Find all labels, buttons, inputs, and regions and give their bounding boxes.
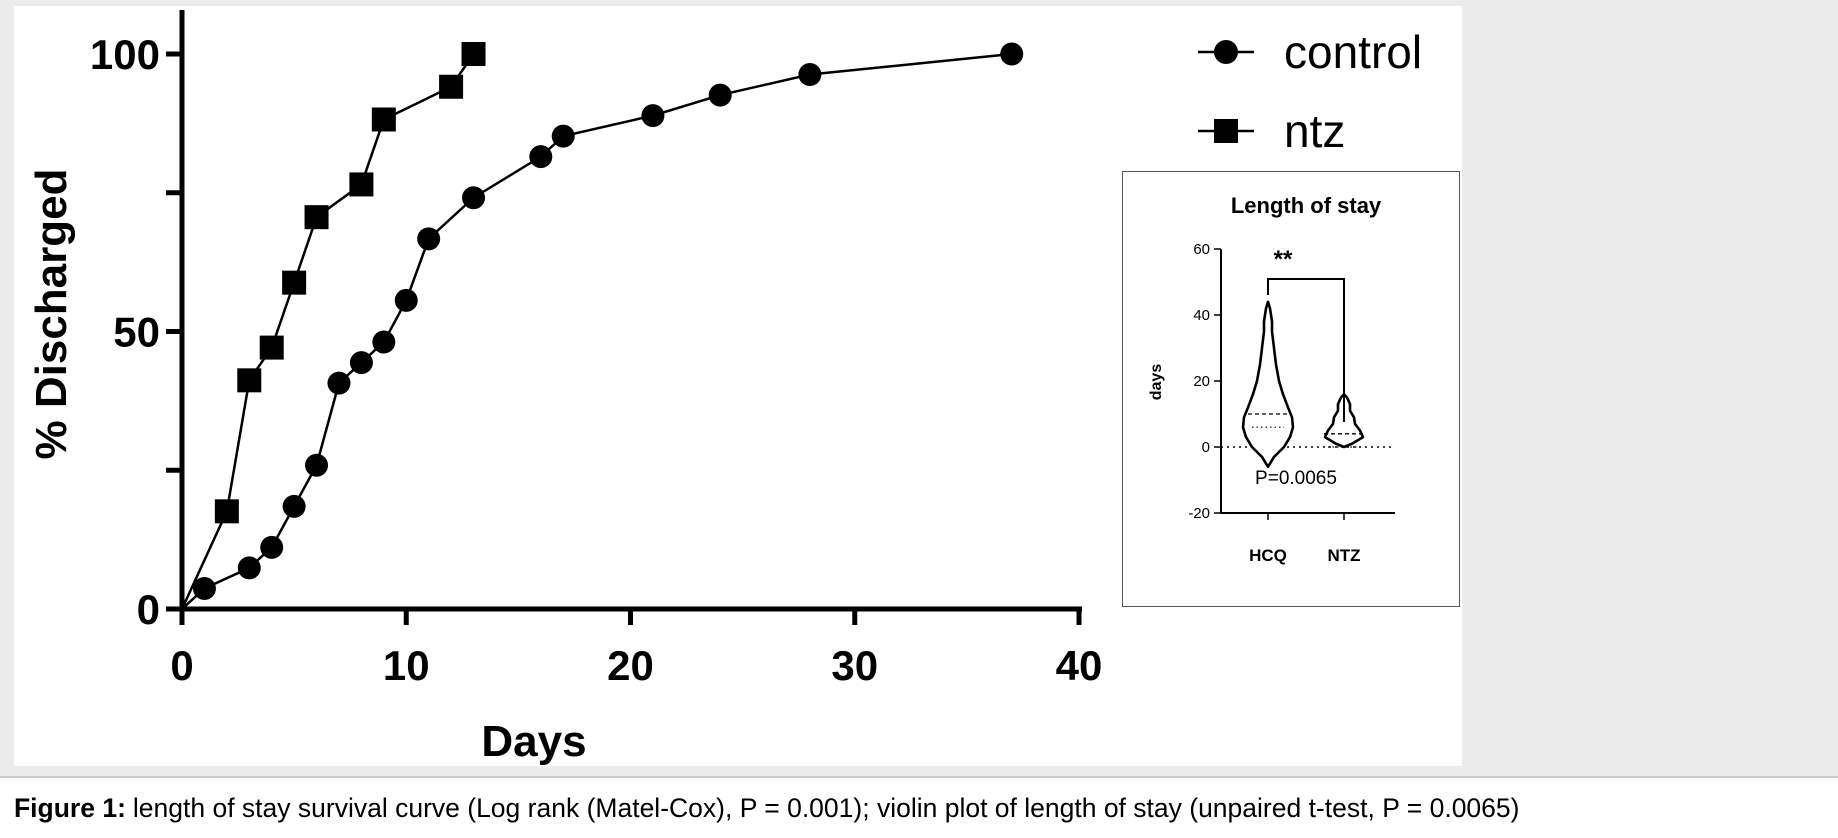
y-tick-label: 100: [90, 31, 160, 78]
legend: control ntz: [1198, 26, 1422, 157]
inset-y-tick-label: 40: [1193, 307, 1210, 324]
inset-y-axis-label: days: [1148, 364, 1165, 401]
inset-violin-panel: Length of stay days 60 40 20 0 -20 HCQ NTZ ** …: [1122, 171, 1460, 607]
data-point-ntz: [371, 107, 396, 132]
data-point-ntz: [259, 335, 284, 360]
inset-x-tick-label: HCQ: [1249, 546, 1287, 565]
figure-caption: Figure 1: length of stay survival curve …: [0, 776, 1838, 838]
data-point-control: [798, 63, 822, 87]
inset-x-tick-label: NTZ: [1327, 546, 1360, 565]
x-tick-label: 40: [1056, 642, 1103, 689]
caption-label: Figure 1:: [14, 792, 126, 823]
data-point-ntz: [214, 499, 239, 524]
violin-hcq: [1241, 300, 1295, 469]
inset-y-tick-label: 0: [1202, 439, 1210, 456]
x-axis-label: Days: [481, 717, 586, 766]
data-point-control: [1000, 42, 1024, 66]
legend-label-ntz: ntz: [1284, 105, 1345, 157]
inset-significance: **: [1274, 246, 1293, 273]
data-point-control: [551, 124, 575, 148]
data-point-ntz: [461, 42, 486, 66]
data-point-control: [372, 330, 396, 354]
data-point-control: [260, 535, 284, 559]
inset-y-tick-label: -20: [1188, 505, 1210, 522]
data-point-ntz: [237, 368, 262, 393]
inset-y-tick-label: 20: [1193, 373, 1210, 390]
figure-panel: 0 10 20 30 40 0 50 100 Days % Discharged contro…: [14, 6, 1462, 766]
data-point-control: [237, 556, 261, 580]
data-point-control: [349, 351, 373, 375]
x-tick-label: 20: [607, 642, 654, 689]
caption-text: length of stay survival curve (Log rank …: [132, 792, 1520, 823]
data-point-control: [462, 186, 486, 210]
y-axis-label: % Discharged: [27, 169, 76, 460]
data-point-control: [394, 288, 418, 312]
x-tick-label: 10: [383, 642, 430, 689]
inset-title: Length of stay: [1231, 193, 1382, 218]
data-point-control: [708, 83, 732, 107]
data-point-control: [305, 453, 329, 477]
data-point-ntz: [304, 205, 329, 230]
legend-label-control: control: [1284, 26, 1422, 78]
data-point-ntz: [282, 270, 307, 295]
data-point-control: [327, 371, 351, 395]
data-point-control: [417, 227, 441, 251]
y-tick-label: 0: [137, 586, 160, 633]
data-point-control: [192, 576, 216, 600]
legend-marker-control: [1214, 40, 1238, 64]
data-point-control: [641, 104, 665, 128]
data-point-control: [529, 145, 553, 169]
series-line-control: [181, 52, 1012, 610]
data-point-ntz: [439, 74, 464, 99]
x-tick-label: 0: [170, 642, 193, 689]
inset-y-tick-label: 60: [1193, 241, 1210, 258]
significance-bracket: [1267, 278, 1345, 422]
series-line-ntz: [180, 53, 475, 610]
inset-p-value: P=0.0065: [1255, 468, 1337, 489]
y-tick-label: 50: [113, 309, 160, 356]
data-point-control: [282, 494, 306, 518]
legend-marker-ntz: [1214, 119, 1238, 143]
x-tick-label: 30: [831, 642, 878, 689]
survival-chart: 0 10 20 30 40 0 50 100 Days % Discharged contro…: [27, 10, 1422, 766]
data-point-ntz: [349, 172, 374, 197]
